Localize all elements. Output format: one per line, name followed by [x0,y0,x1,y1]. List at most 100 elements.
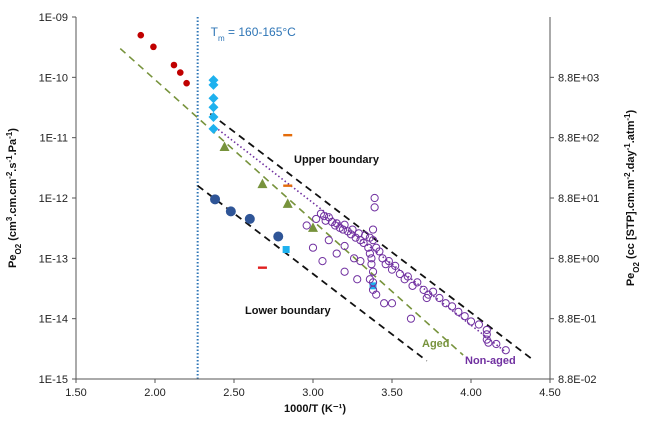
data-point [447,302,457,311]
data-point [384,256,393,266]
data-point [176,69,184,76]
data-point [482,325,491,335]
tm-label-part: m [218,34,225,43]
data-point [183,79,190,87]
data-point [364,243,373,252]
y-tick-label-left: 1E-14 [39,314,68,326]
data-point [482,330,491,339]
y-tick-label-right: 8.8E-01 [558,314,597,326]
y-tick-label-right: 8.8E-02 [558,374,597,386]
data-point [403,272,412,281]
axis-title-part: .s [7,162,19,171]
y-tick-label-right: 8.8E+00 [558,253,599,265]
data-point [419,285,428,294]
y-tick-label-right: 8.8E+02 [558,133,599,145]
data-point [368,285,378,294]
data-point [408,281,417,290]
data-point [441,299,450,308]
data-point [338,225,348,234]
data-point [406,314,416,323]
data-point [340,267,349,276]
data-point [370,193,379,203]
data-point [367,254,376,263]
non-aged-label: Non-aged [465,355,516,367]
axis-title-part: -1 [623,113,632,121]
data-point [435,293,444,303]
annotations: Tm = 160-165°C Upper boundary Lower bounda… [211,25,516,367]
x-axis-title: 1000/T (K⁻¹) [284,403,346,415]
data-point [324,236,333,245]
data-point [283,184,293,187]
data-point [137,31,145,39]
axis-title-part: -2 [5,171,14,179]
data-point [283,133,293,137]
data-point [302,221,311,230]
y-axis-title-right: PeO2 (cc [STP].cm.m-2.day-1.atm-1) [623,109,641,286]
data-point [368,225,378,234]
data-point [318,256,327,266]
axis-title-part: -2 [623,172,632,180]
data-point [474,320,483,329]
lower-boundary-line [197,184,428,362]
data-point [150,43,157,51]
data-point [370,203,379,212]
data-point [353,275,362,284]
data-point [380,299,389,308]
fit-lines [119,17,532,379]
data-point [368,267,378,276]
axis-title-part: O2 [632,261,641,272]
axis-title-part: O2 [14,243,23,254]
data-point [208,102,219,113]
data-point [208,93,219,104]
data-point [365,249,374,258]
data-point [454,307,463,316]
data-point [387,299,397,308]
tm-label-part: T [211,25,219,39]
data-point [210,194,221,205]
data-point [208,112,219,123]
data-point [208,79,219,90]
data-point [208,123,219,134]
x-tick-label: 1.50 [65,387,86,399]
data-point [460,312,469,321]
axes: 1.50 2.00 2.50 3.00 3.50 4.00 4.50 1E-09 1E-10 1E… [5,12,641,415]
y-tick-label-left: 1E-09 [39,12,68,24]
axis-title-part: .atm [625,120,637,143]
data-point [170,61,178,69]
axis-title-part: -1 [5,131,14,139]
data-point [466,317,476,326]
data-point [332,249,341,258]
data-point [348,225,357,234]
data-point [225,206,236,217]
axis-title-part: -1 [5,155,14,163]
x-tick-label: 4.50 [539,387,560,399]
data-point [361,231,370,240]
tm-label: Tm = 160-165°C [211,25,297,43]
data-point [349,254,359,263]
y-axis-title-left: PeO2 (cm3.cm.cm-2.s-1.Pa-1) [5,128,23,268]
data-point [340,241,349,251]
non-aged-fit-line [214,126,507,353]
y-tick-label-left: 1E-12 [39,193,68,205]
upper-boundary-line [209,112,532,360]
data-point [308,243,318,252]
data-point [319,212,329,221]
axis-title-part: 3 [5,216,14,221]
data-point [340,220,349,229]
axis-title-part: .cm.cm [7,179,19,217]
data-point [257,178,268,189]
data-point [395,269,404,279]
y-tick-label-left: 1E-15 [39,374,68,386]
lower-boundary-label: Lower boundary [245,305,331,317]
data-point [359,238,368,248]
data-point [492,339,501,349]
aged-label: Aged [422,338,450,350]
data-point [422,293,431,303]
axis-title-part: .day [625,149,637,172]
aged-fit-line [119,47,464,356]
data-point [365,275,374,284]
x-tick-label: 2.50 [223,387,244,399]
axis-title-part: ) [625,109,637,113]
data-point [312,214,321,224]
axis-title-part: .Pa [7,138,19,155]
